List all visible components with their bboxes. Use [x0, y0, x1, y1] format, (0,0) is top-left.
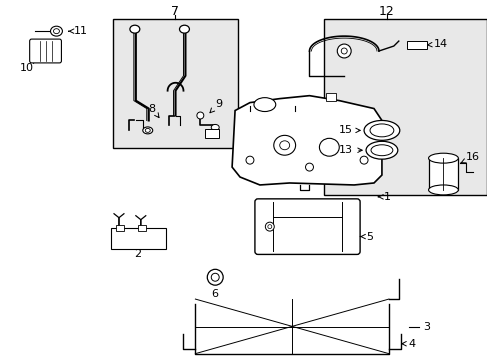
- Text: 8: 8: [148, 104, 159, 118]
- Ellipse shape: [279, 141, 289, 150]
- Ellipse shape: [370, 145, 392, 156]
- Ellipse shape: [245, 156, 253, 164]
- Text: 5: 5: [360, 231, 372, 242]
- Ellipse shape: [142, 127, 152, 134]
- Bar: [116, 225, 123, 231]
- Ellipse shape: [253, 98, 275, 112]
- Ellipse shape: [341, 48, 346, 54]
- Ellipse shape: [207, 269, 223, 285]
- Bar: [113, 19, 238, 148]
- Text: 14: 14: [427, 39, 447, 49]
- Ellipse shape: [359, 156, 367, 164]
- Text: 13: 13: [339, 145, 362, 155]
- Bar: [138, 225, 145, 231]
- Ellipse shape: [366, 141, 397, 159]
- Text: 15: 15: [339, 125, 360, 135]
- Ellipse shape: [267, 225, 271, 229]
- Bar: [324, 19, 486, 195]
- Ellipse shape: [211, 125, 219, 130]
- Ellipse shape: [53, 29, 60, 33]
- Text: 3: 3: [423, 322, 430, 332]
- Bar: [111, 228, 165, 249]
- Text: 16: 16: [460, 152, 479, 163]
- Ellipse shape: [337, 44, 350, 58]
- Ellipse shape: [305, 163, 313, 171]
- Ellipse shape: [369, 124, 393, 137]
- Ellipse shape: [319, 138, 339, 156]
- Text: 9: 9: [209, 99, 222, 113]
- Bar: [325, 93, 336, 100]
- FancyBboxPatch shape: [254, 199, 359, 255]
- Ellipse shape: [197, 112, 203, 119]
- Ellipse shape: [427, 153, 457, 163]
- Bar: [205, 129, 219, 138]
- Ellipse shape: [130, 25, 140, 33]
- Ellipse shape: [273, 135, 295, 155]
- Ellipse shape: [427, 185, 457, 195]
- Text: 11: 11: [69, 26, 88, 36]
- Ellipse shape: [211, 273, 219, 281]
- Polygon shape: [232, 96, 381, 185]
- Text: 10: 10: [20, 58, 36, 73]
- Ellipse shape: [50, 26, 62, 36]
- Ellipse shape: [179, 25, 189, 33]
- Text: 2: 2: [134, 249, 141, 260]
- Text: 6: 6: [211, 273, 218, 299]
- Bar: [406, 41, 426, 49]
- FancyBboxPatch shape: [30, 39, 61, 63]
- Ellipse shape: [364, 121, 399, 140]
- Text: 4: 4: [401, 339, 415, 349]
- Ellipse shape: [145, 129, 150, 132]
- Text: 7: 7: [170, 5, 178, 18]
- Text: 1: 1: [378, 192, 390, 202]
- Text: 12: 12: [378, 5, 394, 18]
- Bar: [427, 158, 457, 190]
- Ellipse shape: [265, 222, 274, 231]
